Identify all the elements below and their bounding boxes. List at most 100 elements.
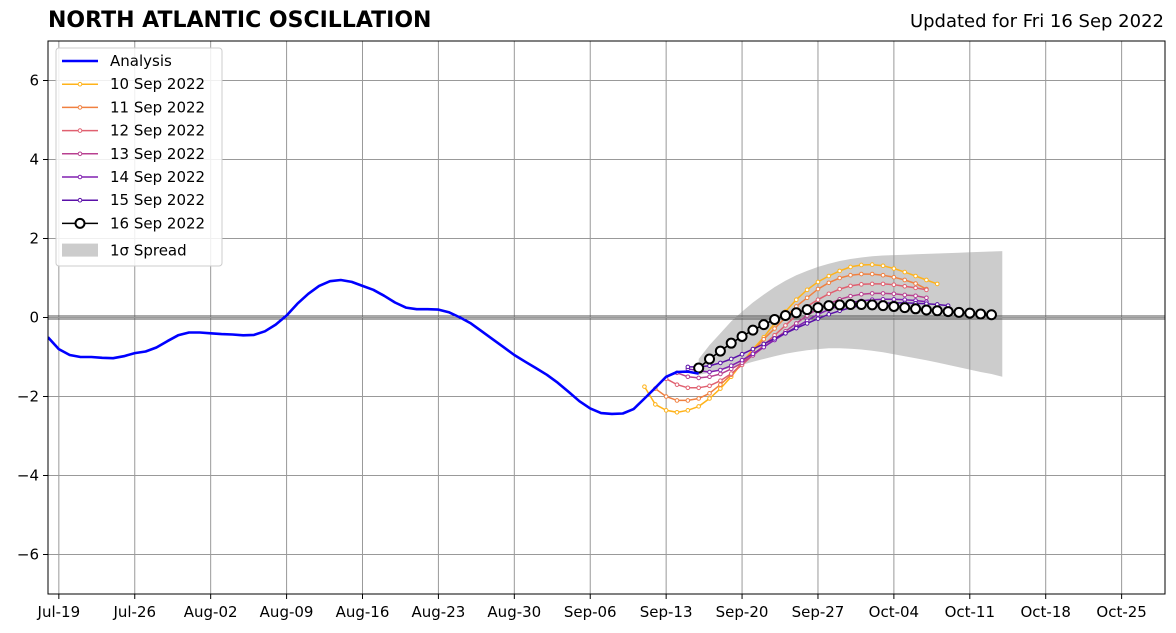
data-point xyxy=(696,385,701,391)
data-point xyxy=(674,382,680,387)
data-point xyxy=(880,272,886,278)
data-point xyxy=(891,274,897,280)
data-point xyxy=(880,291,886,296)
data-point xyxy=(869,291,875,296)
data-point xyxy=(704,353,716,365)
data-point xyxy=(739,351,745,357)
data-point xyxy=(855,298,867,310)
x-tick-label: Aug-09 xyxy=(260,603,314,621)
data-point xyxy=(718,378,723,384)
data-point xyxy=(837,286,842,292)
data-point xyxy=(761,341,767,347)
data-point xyxy=(826,273,832,279)
x-tick-label: Aug-02 xyxy=(184,603,238,621)
data-point xyxy=(663,408,669,413)
legend-label: 13 Sep 2022 xyxy=(110,145,205,163)
data-point xyxy=(718,367,723,373)
x-tick-label: Oct-25 xyxy=(1096,603,1146,621)
data-point xyxy=(685,364,691,370)
data-point xyxy=(891,266,897,271)
data-point xyxy=(902,277,908,283)
data-point xyxy=(859,271,864,277)
data-point xyxy=(747,324,759,336)
legend-item: 10 Sep 2022 xyxy=(62,75,205,93)
data-point xyxy=(975,308,987,320)
data-point xyxy=(718,371,723,377)
data-point xyxy=(888,300,900,312)
legend-item: 1σ Spread xyxy=(62,242,187,260)
legend-item: 16 Sep 2022 xyxy=(62,214,205,232)
data-point xyxy=(728,371,734,376)
data-point xyxy=(910,303,922,315)
x-tick-label: Aug-30 xyxy=(487,603,541,621)
x-tick-label: Jul-26 xyxy=(112,603,156,621)
data-point xyxy=(714,345,726,357)
data-point xyxy=(953,306,965,318)
data-point xyxy=(924,277,929,283)
data-point xyxy=(739,357,745,363)
data-point xyxy=(758,319,770,331)
legend-item: 13 Sep 2022 xyxy=(62,145,205,163)
data-point xyxy=(772,326,777,331)
data-point xyxy=(924,295,929,301)
legend-marker xyxy=(77,128,83,133)
data-point xyxy=(837,268,842,274)
data-point xyxy=(834,299,846,311)
data-point xyxy=(696,396,701,401)
legend-label: Analysis xyxy=(110,52,172,70)
data-point xyxy=(859,262,864,268)
data-point xyxy=(696,375,701,381)
legend-label: 12 Sep 2022 xyxy=(110,122,205,140)
legend-label: 1σ Spread xyxy=(110,242,187,260)
data-point xyxy=(985,309,997,321)
legend-marker xyxy=(77,105,83,110)
x-tick-label: Oct-04 xyxy=(869,603,919,621)
data-point xyxy=(769,313,781,325)
y-tick-label: 4 xyxy=(29,151,39,169)
chart-subtitle: Updated for Fri 16 Sep 2022 xyxy=(909,11,1164,32)
data-point xyxy=(674,410,680,415)
data-point xyxy=(866,299,878,311)
data-point xyxy=(801,304,813,316)
x-tick-label: Oct-18 xyxy=(1020,603,1070,621)
grid-layer xyxy=(48,41,1165,594)
y-tick-label: −2 xyxy=(17,388,39,406)
data-point xyxy=(823,300,835,312)
data-point xyxy=(913,281,918,286)
data-point xyxy=(707,374,712,380)
data-point xyxy=(685,408,691,413)
legend-box xyxy=(55,47,223,267)
x-tick-label: Aug-23 xyxy=(412,603,466,621)
data-point xyxy=(707,396,712,401)
data-point xyxy=(790,307,802,319)
data-point xyxy=(812,302,824,314)
data-point xyxy=(761,336,767,342)
data-point xyxy=(913,273,918,279)
data-point xyxy=(707,383,712,389)
x-tick-label: Sep-06 xyxy=(564,603,617,621)
data-point xyxy=(783,323,788,328)
data-point xyxy=(815,316,821,321)
y-tick-label: 6 xyxy=(29,72,39,90)
chart-title: NORTH ATLANTIC OSCILLATION xyxy=(48,8,432,33)
y-tick-label: −4 xyxy=(17,467,39,485)
data-point xyxy=(685,374,691,380)
data-point xyxy=(924,287,929,293)
x-tick-label: Aug-16 xyxy=(336,603,390,621)
data-point xyxy=(942,306,954,318)
data-point xyxy=(728,356,734,362)
x-tick-label: Jul-19 xyxy=(37,603,81,621)
data-point xyxy=(718,360,723,366)
x-tick-label: Sep-13 xyxy=(640,603,693,621)
x-axis: Jul-19 Jul-26 Aug-02 Aug-09 Aug-16 Aug-23 Aug-… xyxy=(37,594,1147,621)
data-point xyxy=(693,362,705,374)
y-axis: −6 −4 −2 0 2 4 6 xyxy=(17,72,48,564)
data-point xyxy=(859,282,864,287)
legend-label: 15 Sep 2022 xyxy=(110,191,205,209)
legend-item: Analysis xyxy=(62,52,172,70)
data-point xyxy=(736,330,748,342)
legend-item: 11 Sep 2022 xyxy=(62,98,205,116)
x-tick-label: Sep-27 xyxy=(792,603,845,621)
legend-label: 11 Sep 2022 xyxy=(110,98,205,116)
